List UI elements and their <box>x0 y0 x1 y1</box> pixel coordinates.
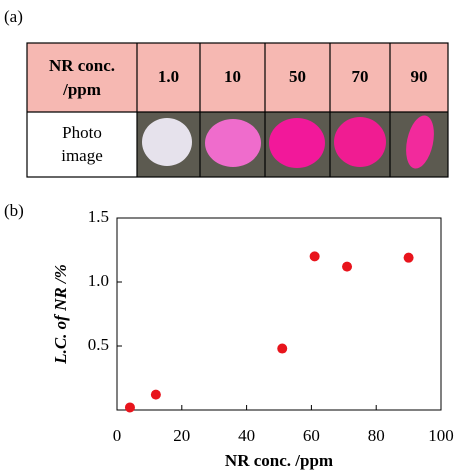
y-axis-label: L.C. of NR /% <box>51 264 70 365</box>
plot-frame <box>117 218 441 410</box>
row-label: Photo <box>62 123 102 142</box>
x-tick-label: 100 <box>428 426 454 445</box>
y-tick-label: 0.5 <box>88 335 109 354</box>
header-label: NR conc. <box>49 56 115 75</box>
header-cell: 70 <box>352 67 369 86</box>
y-tick-label: 1.0 <box>88 271 109 290</box>
photo-sample <box>142 118 192 166</box>
header-cell: 90 <box>411 67 428 86</box>
panel-label: (a) <box>4 7 23 26</box>
x-tick-label: 80 <box>368 426 385 445</box>
row-label-cell <box>27 112 137 177</box>
panel-label: (b) <box>4 201 24 220</box>
point <box>277 344 287 354</box>
x-tick-label: 40 <box>238 426 255 445</box>
figure: (a) (b) NR conc. /ppm Photo image NR con… <box>0 0 460 475</box>
header-cell: 1.0 <box>158 67 179 86</box>
y-tick-label: 1.5 <box>88 207 109 226</box>
point <box>404 253 414 263</box>
point <box>151 390 161 400</box>
header-cell: 50 <box>289 67 306 86</box>
page: (a) (b) NR conc. /ppm Photo image NR con… <box>0 0 460 475</box>
x-tick-label: 60 <box>303 426 320 445</box>
photo-sample <box>269 118 325 168</box>
point <box>310 251 320 261</box>
x-axis-label: NR conc. /ppm <box>225 451 333 470</box>
header-label: /ppm <box>62 80 101 99</box>
photo-sample <box>205 119 261 167</box>
header-cell: 10 <box>224 67 241 86</box>
x-tick-label: 20 <box>173 426 190 445</box>
point <box>125 402 135 412</box>
photo-sample <box>334 117 386 167</box>
x-tick-label: 0 <box>113 426 122 445</box>
row-label: image <box>61 146 103 165</box>
point <box>342 262 352 272</box>
